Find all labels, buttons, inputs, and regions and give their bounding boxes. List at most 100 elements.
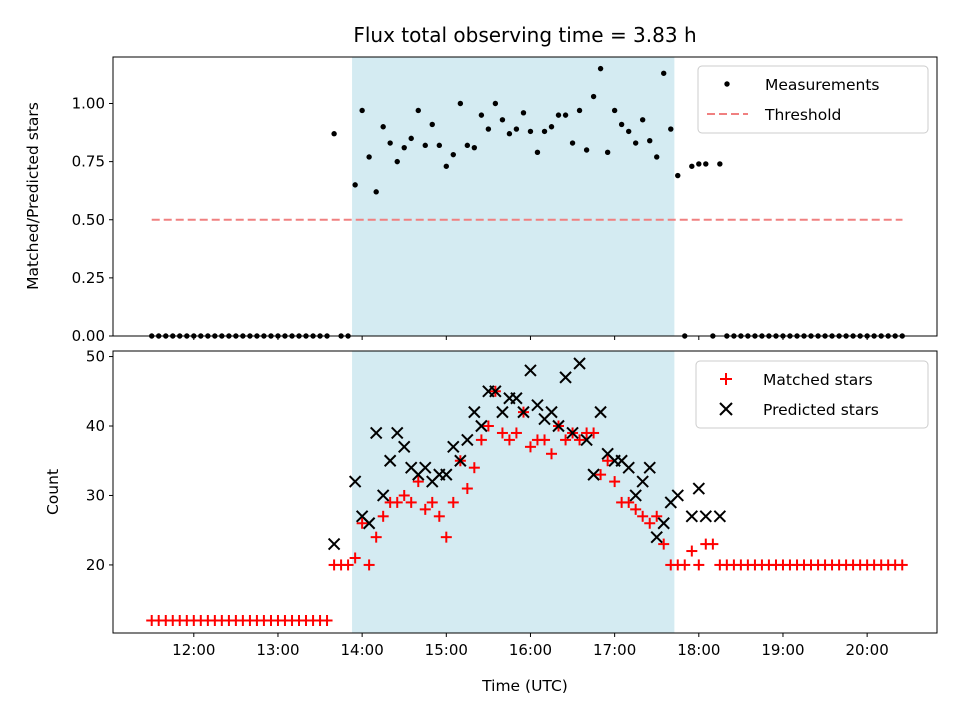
matched-star-point	[482, 420, 494, 432]
matched-star-point	[321, 614, 333, 626]
bottom-x-tick-label: 13:00	[256, 641, 299, 659]
matched-star-point	[658, 538, 670, 550]
predicted-star-point	[629, 489, 642, 502]
matched-star-point	[377, 510, 389, 522]
measurement-point	[506, 131, 513, 137]
measurement-point	[513, 126, 520, 132]
matched-star-point	[574, 434, 586, 446]
measurement-point	[387, 140, 393, 146]
measurement-point	[675, 172, 681, 179]
measurement-point	[366, 154, 372, 160]
matched-star-point	[461, 483, 473, 495]
predicted-star-point	[461, 433, 474, 447]
matched-star-point	[496, 427, 508, 439]
measurement-point	[696, 161, 702, 167]
predicted-star-point	[391, 426, 404, 440]
measurement-point	[548, 124, 555, 130]
matched-star-point	[398, 489, 410, 501]
measurement-point	[464, 142, 471, 149]
measurement-point	[359, 107, 365, 114]
predicted-star-point	[531, 398, 544, 412]
measurement-point	[604, 149, 611, 156]
bottom-x-tick-label: 18:00	[677, 641, 720, 659]
measurement-point	[689, 163, 695, 169]
predicted-star-point	[362, 517, 376, 530]
predicted-star-point	[643, 461, 656, 474]
predicted-star-point	[419, 461, 432, 474]
predicted-stars-points	[327, 357, 727, 551]
measurement-point	[541, 128, 548, 135]
top-y-tick-label: 0.25	[72, 269, 105, 287]
matched-star-point	[651, 510, 663, 522]
chart-title: Flux total observing time = 3.83 h	[353, 23, 696, 47]
top-y-tick-label: 1.00	[72, 95, 105, 113]
top-y-tick-label: 0.00	[72, 327, 105, 345]
matched-star-point	[440, 531, 452, 543]
predicted-star-point	[348, 475, 362, 488]
predicted-star-point	[552, 419, 565, 433]
measurement-point	[717, 161, 723, 167]
matched-star-point	[342, 559, 354, 571]
matched-stars-points	[146, 385, 908, 626]
matched-star-point	[546, 448, 558, 460]
measurement-point	[534, 149, 541, 156]
predicted-star-point	[545, 405, 558, 419]
measurement-point	[527, 128, 534, 135]
measurement-point	[703, 161, 709, 167]
bottom-y-axis-label: Count	[44, 469, 62, 515]
predicted-star-point	[622, 461, 635, 474]
top-panel: 0.00 0.25 0.50 0.75 1.00 Flux total observin…	[24, 23, 938, 345]
matched-star-point	[405, 496, 417, 508]
predicted-star-point	[398, 440, 411, 454]
bottom-x-tick-label: 17:00	[593, 641, 636, 659]
predicted-star-point	[454, 454, 467, 467]
measurement-point	[569, 140, 576, 146]
predicted-star-point	[713, 510, 727, 523]
matched-star-point	[686, 545, 698, 557]
measurement-point	[668, 126, 674, 132]
measurement-point	[661, 70, 667, 76]
top-y-axis-label: Matched/Predicted stars	[24, 102, 42, 290]
matched-star-point	[707, 538, 719, 550]
matched-star-point	[356, 517, 368, 529]
matched-star-point	[510, 427, 522, 439]
measurement-point	[555, 112, 562, 118]
bottom-legend-box	[695, 360, 929, 429]
top-axes-frame	[112, 56, 938, 337]
predicted-star-point	[510, 392, 523, 405]
matched-star-point	[588, 427, 600, 439]
matched-star-point	[637, 510, 649, 522]
bottom-x-ticks: 12:00 13:00 14:00 15:00 16:00 17:00 18:00 19:00…	[172, 633, 889, 659]
bottom-shaded-interval	[352, 351, 675, 633]
predicted-star-point	[587, 468, 600, 481]
measurement-point	[352, 182, 358, 188]
matched-star-point	[349, 552, 361, 564]
predicted-star-point	[685, 510, 699, 523]
bottom-x-tick-label: 14:00	[341, 641, 384, 659]
bottom-y-tick-label: 40	[86, 417, 105, 435]
predicted-star-point	[468, 405, 481, 419]
bottom-x-tick-label: 19:00	[761, 641, 804, 659]
top-legend-box	[697, 65, 929, 134]
matched-star-point	[630, 503, 642, 515]
bottom-y-tick-label: 50	[86, 348, 105, 366]
legend-matched-label: Matched stars	[763, 371, 873, 389]
predicted-star-point	[559, 371, 572, 384]
predicted-star-point	[489, 385, 502, 398]
measurement-point	[415, 107, 421, 114]
measurement-point	[576, 107, 583, 114]
matched-star-point	[426, 496, 438, 508]
matched-star-point	[602, 455, 614, 467]
matched-star-point	[896, 559, 908, 571]
measurement-point	[611, 107, 618, 114]
predicted-star-point	[657, 517, 670, 530]
measurement-point	[520, 110, 527, 116]
measurement-point	[436, 142, 443, 149]
legend-threshold-label: Threshold	[764, 106, 841, 124]
top-legend: Measurements Threshold	[697, 65, 929, 134]
matched-star-point	[524, 441, 536, 453]
predicted-star-point	[376, 489, 390, 502]
predicted-star-point	[475, 419, 488, 433]
measurement-point	[429, 121, 435, 128]
